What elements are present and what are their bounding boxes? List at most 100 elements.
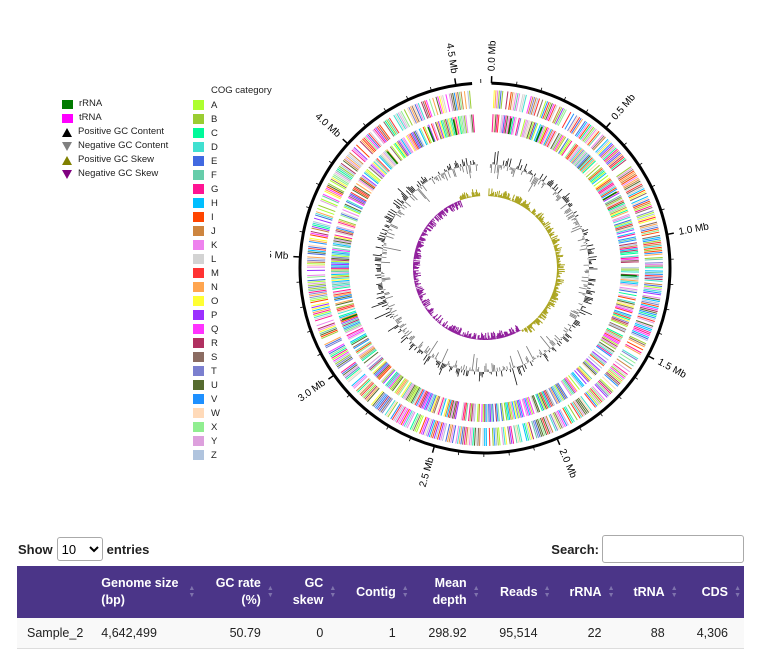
gc-content-bar bbox=[579, 287, 587, 289]
cds-reverse-mark bbox=[331, 275, 349, 276]
column-header[interactable]: Contig▲▼ bbox=[339, 566, 411, 618]
cds-reverse-mark bbox=[331, 276, 349, 277]
gc-content-bar bbox=[382, 241, 385, 242]
gc-content-bar bbox=[533, 360, 534, 361]
gc-skew-bar bbox=[497, 191, 498, 197]
cog-color-swatch bbox=[193, 394, 204, 404]
cds-forward-mark bbox=[645, 274, 663, 275]
column-header-sublabel: depth bbox=[422, 592, 467, 609]
gc-content-bar bbox=[375, 258, 381, 259]
gc-content-bar bbox=[381, 291, 383, 292]
cds-reverse-mark bbox=[331, 273, 349, 274]
gc-skew-bar bbox=[447, 207, 448, 208]
gc-content-bar bbox=[393, 315, 398, 317]
cds-forward-mark bbox=[307, 279, 325, 280]
cog-legend-label: B bbox=[211, 114, 217, 125]
gc-skew-bar bbox=[432, 219, 433, 220]
gc-content-bar bbox=[503, 161, 504, 166]
cds-reverse-mark bbox=[492, 114, 493, 132]
gc-content-bar bbox=[552, 188, 553, 189]
cds-forward-mark bbox=[645, 277, 663, 278]
gc-content-bar bbox=[504, 367, 505, 370]
cds-forward-mark bbox=[308, 281, 326, 282]
legend-marker-icon bbox=[62, 156, 72, 165]
column-header[interactable]: Genome size(bp)▲▼ bbox=[93, 566, 198, 618]
cds-forward-mark bbox=[493, 90, 494, 108]
column-header[interactable]: CDS▲▼ bbox=[681, 566, 744, 618]
cds-reverse-mark bbox=[479, 404, 480, 422]
column-header[interactable]: Reads▲▼ bbox=[483, 566, 554, 618]
gc-skew-bar bbox=[413, 262, 420, 263]
gc-content-bar bbox=[399, 210, 401, 211]
column-header[interactable]: GC rate(%)▲▼ bbox=[198, 566, 277, 618]
cds-forward-mark bbox=[633, 199, 650, 206]
gc-skew-bar bbox=[432, 219, 434, 221]
cog-color-swatch bbox=[193, 408, 204, 418]
column-header-label: tRNA bbox=[628, 584, 665, 601]
gc-content-bar bbox=[546, 336, 554, 345]
gc-content-bar bbox=[428, 357, 431, 362]
gc-content-bar bbox=[401, 207, 404, 210]
cog-color-swatch bbox=[193, 240, 204, 250]
cog-color-swatch bbox=[193, 282, 204, 292]
cog-color-swatch bbox=[193, 352, 204, 362]
gc-content-bar bbox=[382, 305, 388, 307]
gc-content-bar bbox=[402, 205, 406, 208]
legend-item: Negative GC Skew bbox=[62, 167, 168, 181]
gc-content-bar bbox=[587, 249, 594, 250]
gc-content-bar bbox=[384, 243, 386, 244]
gc-skew-bar bbox=[556, 255, 559, 256]
cog-legend-item: P bbox=[193, 308, 272, 322]
gc-content-bar bbox=[549, 349, 550, 350]
gc-content-bar bbox=[569, 329, 572, 331]
cds-forward-mark bbox=[645, 263, 663, 264]
tick-label: 4.0 Mb bbox=[313, 111, 343, 140]
legend-item: rRNA bbox=[62, 97, 168, 111]
cds-forward-mark bbox=[318, 205, 335, 211]
gc-content-bar bbox=[385, 233, 387, 234]
column-header[interactable] bbox=[17, 566, 93, 618]
gc-content-bar bbox=[382, 278, 390, 279]
gc-content-bar bbox=[384, 245, 387, 246]
column-header[interactable]: tRNA▲▼ bbox=[618, 566, 681, 618]
gc-content-bar bbox=[446, 170, 447, 171]
cog-legend-label: I bbox=[211, 212, 214, 223]
gc-content-bar bbox=[581, 245, 587, 246]
gc-content-bar bbox=[442, 349, 448, 363]
gc-content-bar bbox=[405, 331, 409, 334]
gc-content-bar bbox=[532, 174, 533, 175]
gc-content-bar bbox=[517, 166, 518, 169]
sort-icon: ▲▼ bbox=[188, 585, 195, 599]
legend-item: Positive GC Skew bbox=[62, 153, 168, 167]
gc-content-bar bbox=[499, 367, 500, 371]
entries-select[interactable]: 10 bbox=[57, 537, 103, 561]
gc-content-bar bbox=[382, 257, 387, 258]
cog-legend-label: J bbox=[211, 226, 216, 237]
gc-content-bar bbox=[494, 365, 495, 371]
cog-legend-label: L bbox=[211, 254, 216, 265]
gc-content-bar bbox=[461, 369, 462, 372]
gc-content-bar bbox=[589, 259, 596, 260]
gc-content-bar bbox=[497, 151, 499, 165]
show-label: Show bbox=[18, 542, 53, 557]
gc-content-bar bbox=[376, 284, 382, 285]
gc-content-bar bbox=[377, 292, 384, 294]
cog-color-swatch bbox=[193, 338, 204, 348]
gc-content-bar bbox=[389, 229, 393, 230]
gc-content-bar bbox=[432, 177, 433, 178]
cds-reverse-mark bbox=[491, 404, 492, 422]
gc-content-bar bbox=[382, 253, 387, 254]
gc-content-bar bbox=[588, 257, 596, 258]
gc-content-bar bbox=[561, 204, 567, 209]
gc-content-bar bbox=[446, 365, 447, 367]
gc-content-bar bbox=[534, 174, 536, 177]
gc-content-bar bbox=[568, 324, 571, 326]
search-input[interactable] bbox=[602, 535, 744, 563]
cds-forward-mark bbox=[464, 91, 466, 109]
cds-forward-mark bbox=[413, 414, 420, 430]
legend-item: tRNA bbox=[62, 111, 168, 125]
column-header[interactable]: rRNA▲▼ bbox=[554, 566, 618, 618]
